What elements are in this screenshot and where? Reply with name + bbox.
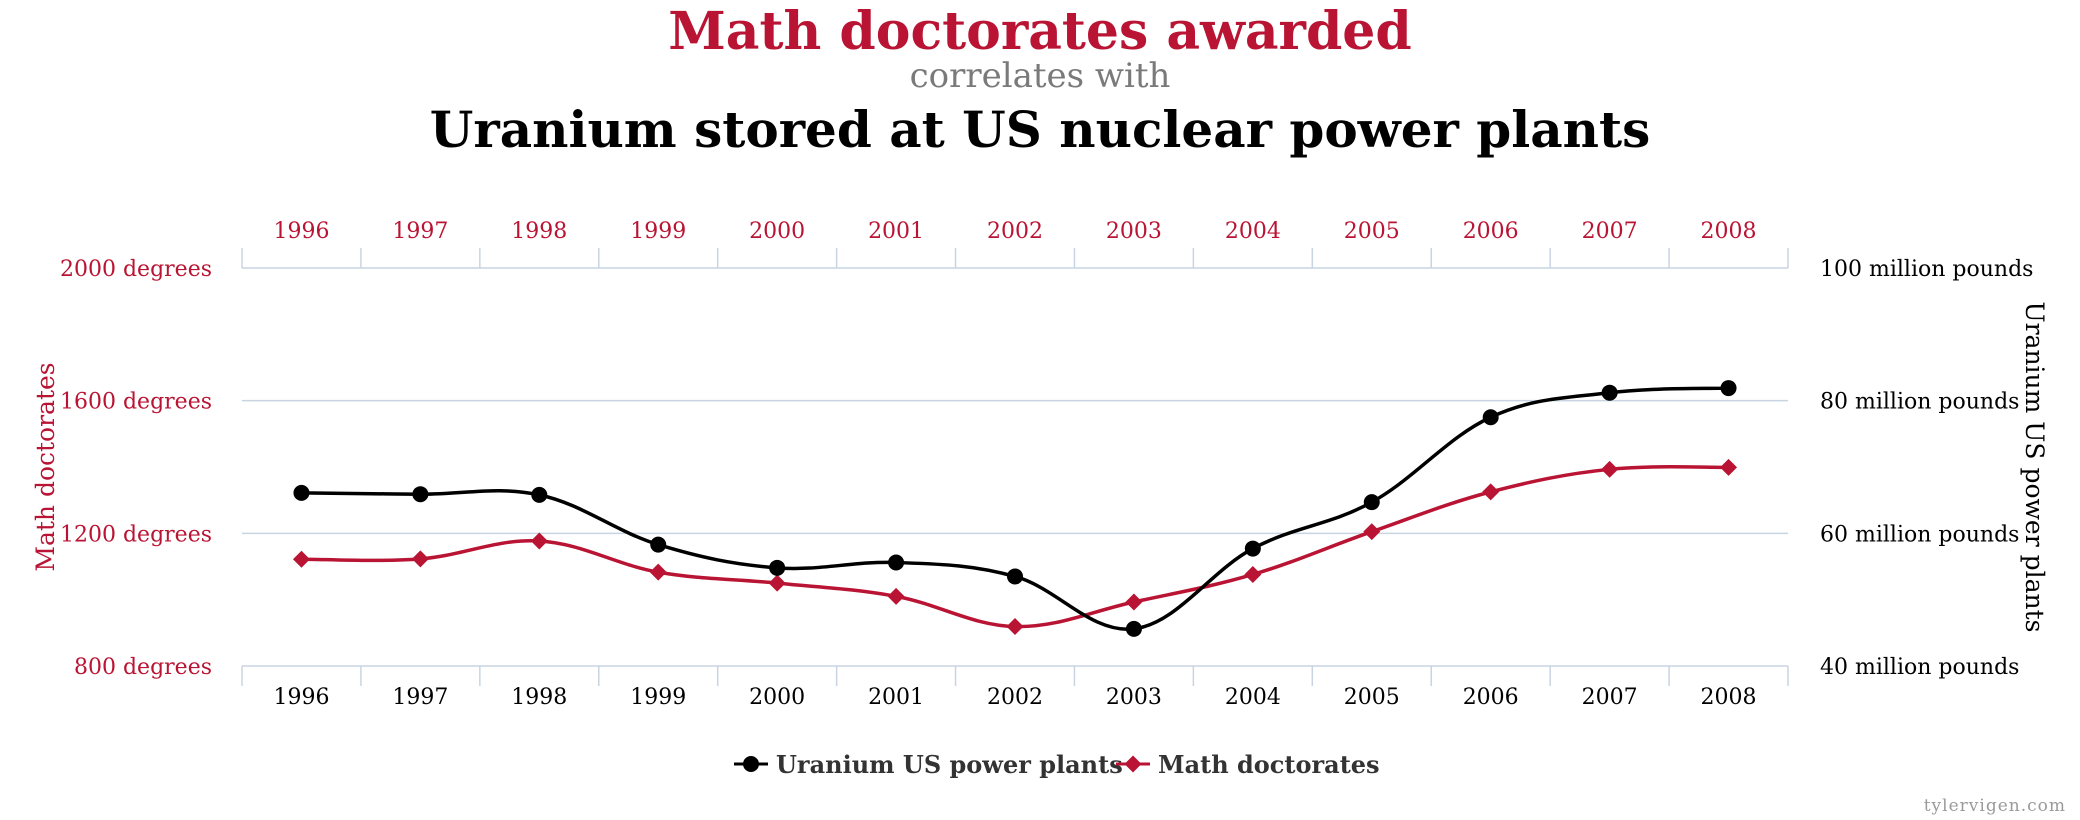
x-tick-label-top: 2004: [1225, 219, 1281, 244]
x-tick-label-bottom: 2001: [868, 685, 924, 710]
x-tick-label-top: 2002: [987, 219, 1043, 244]
data-point-uranium: [1720, 380, 1737, 397]
data-point-uranium: [888, 554, 905, 571]
x-tick-label-bottom: 2000: [749, 685, 805, 710]
x-tick-label-top: 2007: [1582, 219, 1638, 244]
y-left-tick-label: 1600 degrees: [60, 390, 212, 415]
x-tick-label-top: 2003: [1106, 219, 1162, 244]
y-left-tick-label: 2000 degrees: [60, 257, 212, 282]
data-point-math: [292, 550, 310, 568]
chart-title-secondary: Uranium stored at US nuclear power plant…: [429, 100, 1651, 159]
x-tick-label-top: 1996: [273, 219, 329, 244]
y-left-axis-title: Math doctorates: [31, 362, 60, 571]
data-point-uranium: [650, 536, 667, 553]
legend-item-math[interactable]: Math doctorates: [1116, 746, 1380, 782]
x-tick-label-top: 2000: [749, 219, 805, 244]
x-tick-label-top: 1998: [511, 219, 567, 244]
data-point-uranium: [1244, 540, 1261, 557]
data-point-math: [649, 563, 667, 581]
y-left-tick-label: 1200 degrees: [60, 522, 212, 547]
x-tick-label-bottom: 1996: [273, 685, 329, 710]
credit-text: tylervigen.com: [1923, 796, 2066, 816]
x-tick-label-bottom: 2002: [987, 685, 1043, 710]
legend-item-uranium[interactable]: Uranium US power plants: [734, 746, 1123, 782]
x-tick-label-bottom: 2006: [1463, 685, 1519, 710]
data-point-uranium: [1363, 494, 1380, 511]
chart-subtitle: correlates with: [909, 56, 1171, 96]
y-right-tick-label: 40 million pounds: [1820, 655, 2019, 680]
x-tick-label-bottom: 2004: [1225, 685, 1281, 710]
x-tick-label-top: 2001: [868, 219, 924, 244]
x-tick-label-bottom: 2005: [1344, 685, 1400, 710]
x-tick-label-top: 2005: [1344, 219, 1400, 244]
x-tick-label-top: 2006: [1463, 219, 1519, 244]
data-point-math: [1244, 565, 1262, 583]
y-right-tick-label: 100 million pounds: [1820, 257, 2033, 282]
legend-label-math: Math doctorates: [1158, 749, 1380, 779]
data-point-uranium: [1007, 568, 1023, 585]
x-tick-label-top: 2008: [1701, 219, 1757, 244]
data-point-math: [1482, 483, 1500, 501]
data-point-math: [768, 574, 786, 592]
x-tick-label-bottom: 1997: [392, 685, 448, 710]
chart-title: Math doctorates awarded: [668, 1, 1412, 62]
x-tick-label-top: 1999: [630, 219, 686, 244]
line-chart: 1996 1996 1997 1997 1998 1998 1999 1999 2000 2000…: [31, 219, 2049, 710]
y-right-tick-label: 80 million pounds: [1820, 390, 2019, 415]
legend-marker-math: [1116, 755, 1150, 773]
x-tick-label-bottom: 1998: [511, 685, 567, 710]
series-line-uranium: [301, 386, 1729, 631]
data-point-math: [887, 587, 905, 605]
y-left-tick-label: 800 degrees: [74, 655, 212, 680]
legend-marker-uranium: [734, 756, 768, 772]
data-point-math: [1720, 458, 1738, 476]
data-point-uranium: [293, 484, 310, 501]
data-point-math: [1006, 618, 1024, 636]
data-point-math: [1363, 523, 1381, 541]
x-tick-label-bottom: 2007: [1582, 685, 1638, 710]
y-right-axis-title: Uranium US power plants: [2020, 302, 2049, 633]
data-point-uranium: [1482, 409, 1499, 426]
data-point-math: [1125, 593, 1143, 611]
data-point-uranium: [769, 559, 786, 576]
data-point-math: [1601, 460, 1619, 478]
data-point-math: [530, 532, 548, 550]
x-tick-label-bottom: 2003: [1106, 685, 1162, 710]
data-point-uranium: [1601, 384, 1618, 401]
x-tick-label-bottom: 2008: [1701, 685, 1757, 710]
data-point-uranium: [412, 486, 429, 503]
data-point-uranium: [531, 486, 548, 503]
x-tick-label-top: 1997: [392, 219, 448, 244]
legend-label-uranium: Uranium US power plants: [776, 749, 1123, 779]
legend: Uranium US power plants Math doctorates: [0, 746, 2080, 782]
data-point-math: [411, 550, 429, 568]
x-tick-label-bottom: 1999: [630, 685, 686, 710]
y-right-tick-label: 60 million pounds: [1820, 522, 2019, 547]
data-point-uranium: [1125, 620, 1142, 637]
